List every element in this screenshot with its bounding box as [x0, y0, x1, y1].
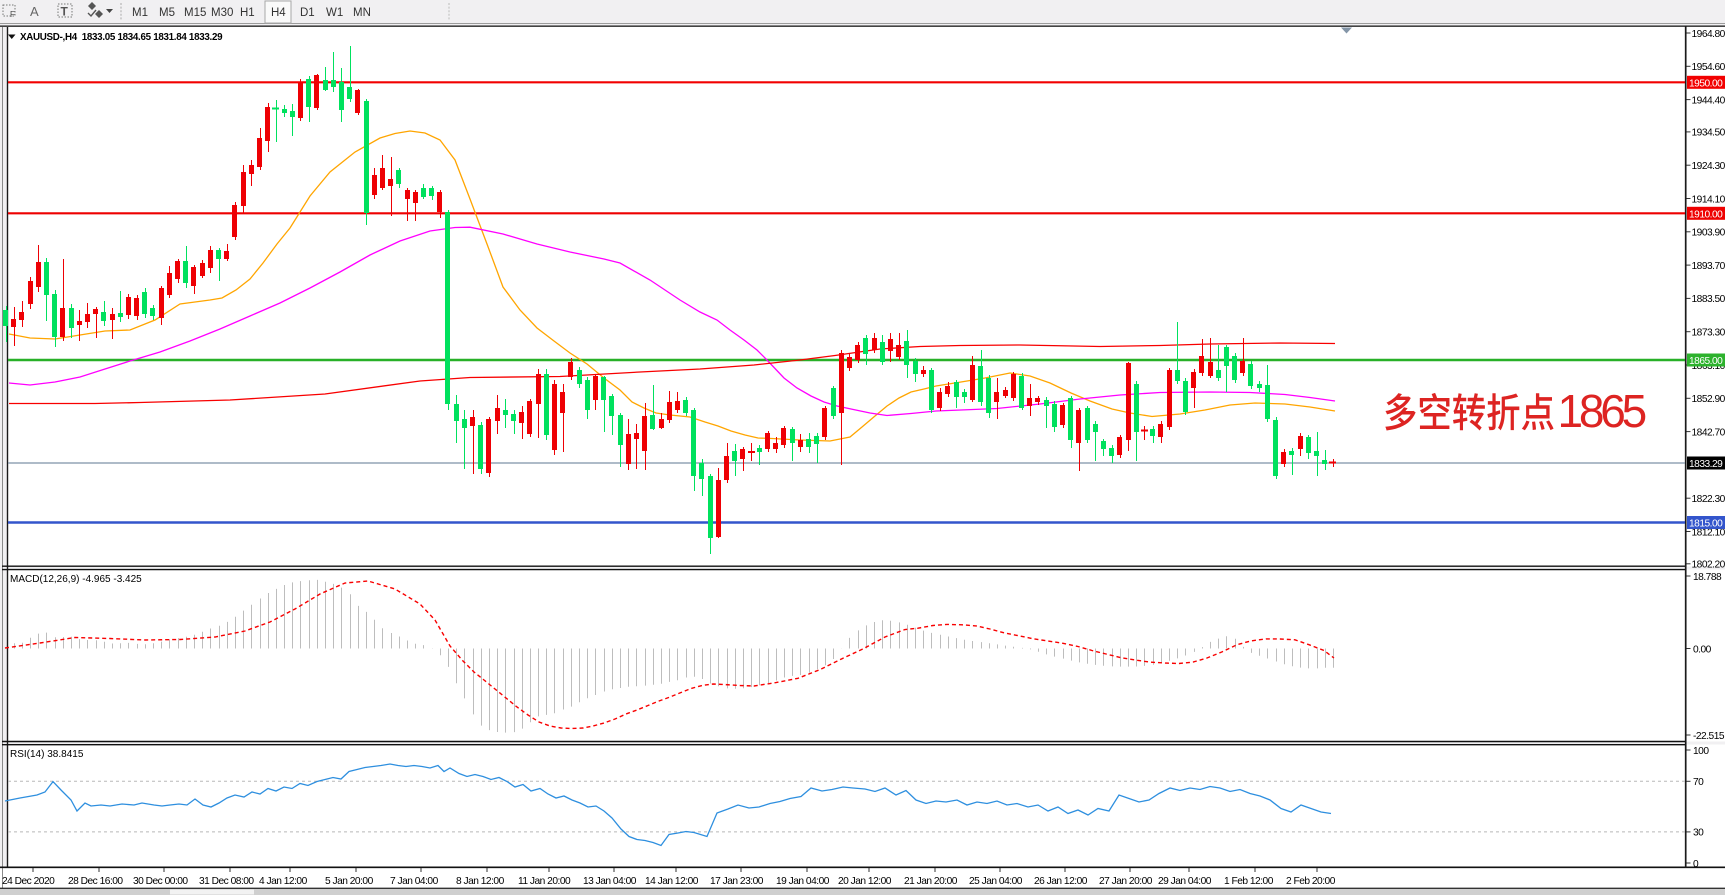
svg-text:F: F: [10, 10, 15, 19]
svg-text:M30: M30: [211, 7, 233, 19]
svg-text:1914.10: 1914.10: [1692, 194, 1725, 205]
svg-text:1873.30: 1873.30: [1692, 328, 1725, 339]
svg-text:1852.90: 1852.90: [1692, 394, 1725, 405]
svg-text:H1: H1: [240, 7, 255, 19]
svg-text:24 Dec 2020: 24 Dec 2020: [2, 876, 55, 887]
svg-text:1 Feb 12:00: 1 Feb 12:00: [1224, 876, 1274, 887]
svg-text:H4: H4: [271, 7, 286, 19]
svg-text:1842.70: 1842.70: [1692, 427, 1725, 438]
svg-text:28 Dec 16:00: 28 Dec 16:00: [68, 876, 123, 887]
svg-text:14 Jan 12:00: 14 Jan 12:00: [645, 876, 699, 887]
svg-text:T: T: [61, 5, 69, 19]
svg-text:4 Jan 12:00: 4 Jan 12:00: [259, 876, 308, 887]
svg-text:1944.40: 1944.40: [1692, 95, 1725, 106]
svg-text:26 Jan 12:00: 26 Jan 12:00: [1034, 876, 1088, 887]
svg-text:13 Jan 04:00: 13 Jan 04:00: [583, 876, 637, 887]
svg-text:1865.00: 1865.00: [1689, 356, 1723, 367]
svg-text:1883.50: 1883.50: [1692, 294, 1725, 305]
svg-text:1950.00: 1950.00: [1689, 78, 1723, 89]
svg-text:1802.20: 1802.20: [1692, 560, 1725, 571]
svg-text:1833.29: 1833.29: [1689, 459, 1723, 470]
svg-text:A: A: [30, 4, 39, 19]
svg-text:11 Jan 20:00: 11 Jan 20:00: [518, 876, 571, 887]
svg-text:1954.60: 1954.60: [1692, 62, 1725, 73]
svg-text:W1: W1: [326, 7, 343, 19]
svg-text:M15: M15: [184, 7, 206, 19]
svg-text:0.00: 0.00: [1693, 644, 1712, 655]
svg-text:7 Jan 04:00: 7 Jan 04:00: [390, 876, 439, 887]
svg-text:31 Dec 08:00: 31 Dec 08:00: [199, 876, 254, 887]
svg-text:1934.50: 1934.50: [1692, 128, 1725, 139]
svg-text:18.788: 18.788: [1693, 572, 1722, 583]
svg-text:1893.70: 1893.70: [1692, 261, 1725, 272]
svg-text:17 Jan 23:00: 17 Jan 23:00: [710, 876, 764, 887]
svg-text:30 Dec 00:00: 30 Dec 00:00: [133, 876, 188, 887]
svg-text:1815.00: 1815.00: [1689, 519, 1723, 530]
svg-text:1964.80: 1964.80: [1692, 29, 1725, 40]
svg-text:0: 0: [1693, 859, 1699, 870]
svg-text:8 Jan 12:00: 8 Jan 12:00: [456, 876, 505, 887]
svg-text:XAUUSD-,H4 1833.05 1834.65 18: XAUUSD-,H4 1833.05 1834.65 1831.84 1833.…: [20, 32, 223, 43]
svg-text:MACD(12,26,9) -4.965 -3.425: MACD(12,26,9) -4.965 -3.425: [10, 574, 142, 585]
svg-text:19 Jan 04:00: 19 Jan 04:00: [776, 876, 830, 887]
svg-text:100: 100: [1693, 746, 1709, 757]
svg-text:70: 70: [1693, 777, 1704, 788]
svg-text:D1: D1: [300, 7, 315, 19]
svg-text:30: 30: [1693, 828, 1704, 839]
svg-text:27 Jan 20:00: 27 Jan 20:00: [1099, 876, 1153, 887]
svg-text:1865: 1865: [1558, 385, 1646, 437]
svg-text:2 Feb 20:00: 2 Feb 20:00: [1286, 876, 1336, 887]
svg-text:-22.515: -22.515: [1693, 731, 1725, 742]
svg-text:21 Jan 20:00: 21 Jan 20:00: [904, 876, 958, 887]
svg-text:MN: MN: [353, 7, 371, 19]
svg-text:5 Jan 20:00: 5 Jan 20:00: [325, 876, 374, 887]
svg-text:1903.90: 1903.90: [1692, 228, 1725, 239]
svg-text:1812.10: 1812.10: [1692, 527, 1725, 538]
svg-text:29 Jan 04:00: 29 Jan 04:00: [1158, 876, 1212, 887]
svg-text:20 Jan 12:00: 20 Jan 12:00: [838, 876, 892, 887]
svg-text:RSI(14) 38.8415: RSI(14) 38.8415: [10, 749, 84, 760]
svg-text:M1: M1: [132, 7, 148, 19]
svg-text:1924.30: 1924.30: [1692, 161, 1725, 172]
svg-text:1910.00: 1910.00: [1689, 209, 1723, 220]
svg-text:1822.30: 1822.30: [1692, 494, 1725, 505]
svg-text:25 Jan 04:00: 25 Jan 04:00: [969, 876, 1023, 887]
svg-text:M5: M5: [159, 7, 175, 19]
